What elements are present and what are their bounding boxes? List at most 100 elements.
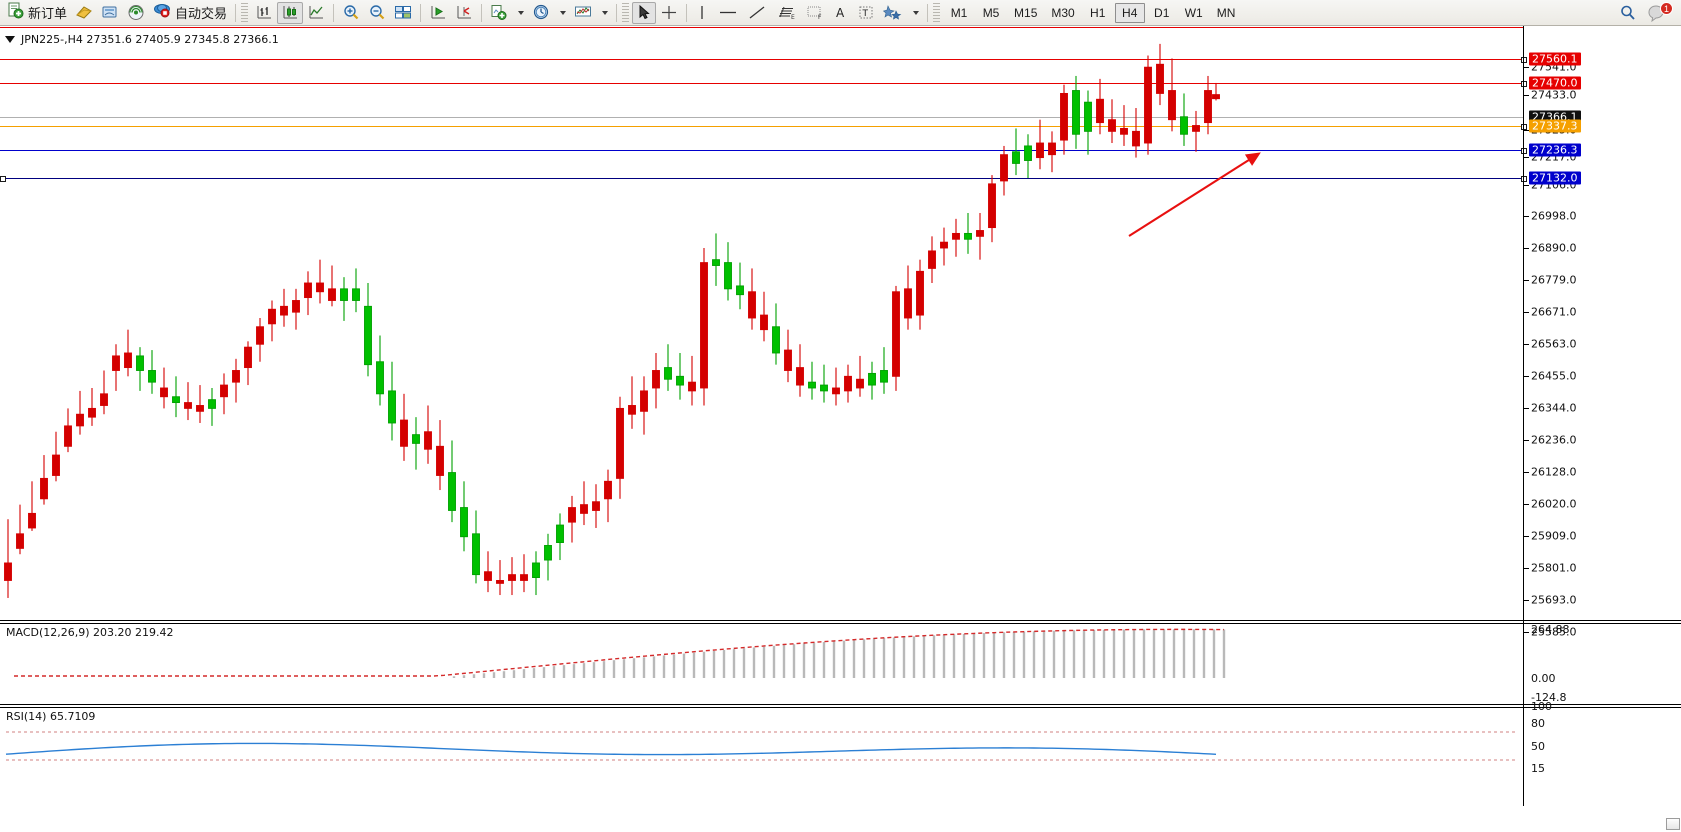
toolbar-divider — [420, 3, 422, 22]
search-icon[interactable] — [1614, 2, 1642, 24]
timeframe-m1[interactable]: M1 — [950, 5, 968, 20]
macd-scale-zero: 0.00 — [1531, 672, 1556, 685]
hline-icon[interactable] — [713, 2, 743, 24]
toolbar-grip[interactable] — [933, 3, 941, 22]
shapes-icon[interactable] — [879, 2, 907, 24]
book-icon[interactable] — [71, 2, 97, 24]
shapes-dropdown-chevron-down-icon[interactable] — [907, 2, 923, 24]
svg-text:E: E — [791, 14, 795, 21]
price-scale[interactable]: 27541.027433.027325.027217.027106.026998… — [1524, 26, 1681, 832]
auto-trading-label: 自动交易 — [175, 7, 228, 22]
notification-icon[interactable]: 1 — [1642, 1, 1673, 24]
price-tick-label: 26563.0 — [1531, 337, 1577, 351]
bullish-trend-arrow[interactable] — [0, 26, 1523, 616]
rsi-scale-80: 80 — [1531, 717, 1545, 730]
templates-dropdown-chevron-down-icon[interactable] — [596, 2, 612, 24]
price-tick — [1524, 536, 1529, 537]
line-handle[interactable] — [1521, 57, 1527, 63]
support-line-27236[interactable] — [0, 148, 1527, 154]
line-handle[interactable] — [1521, 176, 1527, 182]
line-handle[interactable] — [1521, 124, 1527, 130]
auto-trading-button[interactable]: 自动交易 — [149, 2, 231, 24]
price-tick-label: 26344.0 — [1531, 401, 1577, 415]
line-handle[interactable] — [1521, 81, 1527, 87]
notification-count-badge: 1 — [1660, 1, 1673, 15]
price-tick — [1524, 440, 1529, 441]
price-level-tag[interactable]: 27236.3 — [1529, 143, 1581, 157]
price-tick-label: 25585.0 — [1531, 625, 1577, 639]
svg-text:T: T — [862, 9, 869, 19]
timeframe-mn[interactable]: MN — [1216, 5, 1236, 20]
label-icon[interactable]: T — [853, 2, 879, 24]
period-icon[interactable] — [528, 2, 554, 24]
bid-price-line-27366 — [0, 117, 1523, 118]
channel-icon[interactable]: F — [801, 2, 829, 24]
price-level-tag[interactable]: 27560.1 — [1529, 52, 1581, 66]
templates-icon[interactable] — [570, 2, 596, 24]
new-order-icon — [7, 2, 24, 24]
price-tick — [1524, 130, 1529, 131]
scale-down-button[interactable] — [1666, 818, 1680, 830]
text-icon[interactable]: A — [829, 2, 853, 24]
line-chart-icon[interactable] — [303, 2, 329, 24]
resistance-line-27470[interactable] — [0, 81, 1527, 87]
cursor-icon[interactable] — [632, 1, 657, 24]
signals-icon[interactable] — [123, 2, 149, 24]
price-level-tag[interactable]: 27132.0 — [1529, 171, 1581, 185]
indicators-icon[interactable] — [486, 2, 512, 24]
line-handle[interactable] — [1521, 148, 1527, 154]
toolbar-grip[interactable] — [622, 3, 630, 22]
chart-area[interactable]: JPN225-,H4 27351.6 27405.9 27345.8 27366… — [0, 26, 1681, 832]
price-tick — [1524, 248, 1529, 249]
vline-icon[interactable] — [691, 2, 713, 24]
price-tick — [1524, 632, 1529, 633]
price-tick-label: 26779.0 — [1531, 273, 1577, 287]
timeframe-h1[interactable]: H1 — [1090, 5, 1106, 20]
price-tick-label: 26128.0 — [1531, 465, 1577, 479]
price-tick — [1524, 157, 1529, 158]
fibo-icon[interactable]: E — [771, 2, 801, 24]
price-tick — [1524, 504, 1529, 505]
timeframe-m5[interactable]: M5 — [982, 5, 1000, 20]
price-tick-label: 27433.0 — [1531, 88, 1577, 102]
price-tick — [1524, 568, 1529, 569]
new-order-button[interactable]: 新订单 — [3, 2, 71, 24]
resistance-line-27560[interactable] — [0, 57, 1527, 63]
price-tick — [1524, 67, 1529, 68]
macd-label: MACD(12,26,9) 203.20 219.42 — [6, 626, 174, 639]
toolbar-divider — [235, 3, 237, 22]
price-tick — [1524, 344, 1529, 345]
price-level-tag[interactable]: 27470.0 — [1529, 76, 1581, 90]
chart-menu-caret-icon[interactable] — [5, 36, 15, 43]
price-tick — [1524, 312, 1529, 313]
bar-chart-icon[interactable] — [251, 2, 277, 24]
toolbar-grip[interactable] — [241, 3, 249, 22]
timeframe-m30[interactable]: M30 — [1051, 5, 1075, 20]
indicators-dropdown-chevron-down-icon[interactable] — [512, 2, 528, 24]
price-tick — [1524, 472, 1529, 473]
toolbar-divider — [686, 3, 688, 22]
price-scale-divider — [1523, 26, 1524, 806]
tile-windows-icon[interactable] — [390, 2, 416, 24]
rsi-scale-15: 15 — [1531, 762, 1545, 775]
timeframe-m15[interactable]: M15 — [1014, 5, 1038, 20]
timeframe-w1[interactable]: W1 — [1184, 5, 1203, 20]
support-line-27132[interactable] — [0, 176, 1527, 182]
terminal-icon[interactable] — [97, 2, 123, 24]
svg-text:A: A — [836, 6, 845, 20]
autoscroll-icon[interactable] — [425, 2, 451, 24]
pivot-line-27337[interactable] — [0, 124, 1527, 130]
trendline-icon[interactable] — [743, 2, 771, 24]
svg-text:F: F — [818, 14, 822, 21]
candle-chart-icon[interactable] — [277, 1, 304, 24]
timeframe-h4[interactable]: H4 — [1114, 2, 1145, 23]
line-handle-left[interactable] — [0, 176, 6, 182]
rsi-pane-top-divider — [0, 704, 1681, 705]
chart-shift-icon[interactable] — [451, 2, 477, 24]
zoom-out-icon[interactable] — [364, 2, 390, 24]
timeframe-d1[interactable]: D1 — [1154, 5, 1170, 20]
price-level-tag[interactable]: 27337.3 — [1529, 119, 1581, 133]
crosshair-icon[interactable] — [656, 2, 682, 24]
zoom-in-icon[interactable] — [338, 2, 364, 24]
period-dropdown-chevron-down-icon[interactable] — [554, 2, 570, 24]
